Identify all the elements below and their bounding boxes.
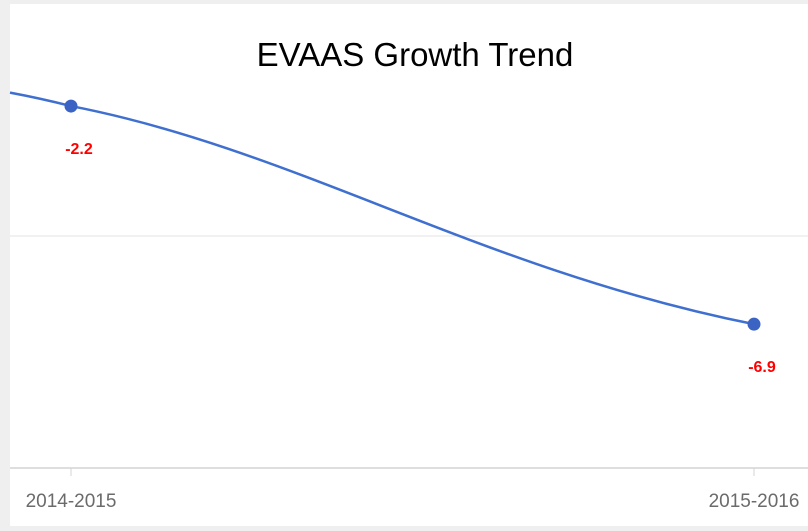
x-tick-label: 2015-2016 [709,491,800,512]
chart-title: EVAAS Growth Trend [257,36,574,73]
plot-background [10,4,808,526]
data-point [747,317,761,331]
data-point [64,99,78,113]
data-labels: -2.2 -6.9 [65,141,776,376]
data-label: -6.9 [748,359,776,376]
series-layer [9,91,761,331]
x-tick-label: 2014-2015 [26,491,117,512]
series-line [9,91,755,326]
x-axis: 2014-2015 2015-2016 [10,467,808,512]
data-label: -2.2 [65,141,93,158]
